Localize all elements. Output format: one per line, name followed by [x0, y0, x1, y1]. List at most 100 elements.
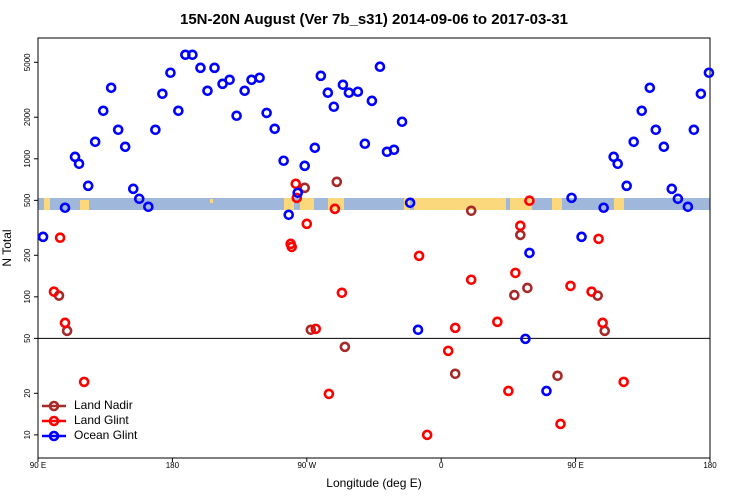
plot-frame — [37, 37, 711, 459]
point — [449, 322, 461, 334]
point — [612, 158, 624, 170]
point — [329, 203, 341, 215]
point — [261, 107, 272, 119]
point — [515, 220, 526, 232]
point — [202, 85, 213, 97]
y-tick-label: 200 — [23, 248, 32, 262]
point — [412, 324, 424, 336]
point — [688, 124, 700, 136]
x-tick-label: 180 — [703, 461, 717, 470]
point — [555, 418, 566, 430]
point — [278, 155, 289, 167]
point — [492, 316, 503, 328]
point — [672, 193, 684, 205]
y-axis-label: N Total — [0, 229, 14, 266]
point — [339, 341, 351, 353]
point — [209, 62, 220, 74]
y-tick-label: 2000 — [23, 108, 32, 126]
point — [695, 88, 707, 100]
point — [224, 74, 235, 86]
point — [413, 250, 425, 262]
point — [565, 280, 576, 292]
x-tick-label: 180 — [166, 461, 180, 470]
point — [465, 205, 477, 217]
y-tick-label: 10 — [23, 430, 32, 439]
point — [628, 136, 639, 148]
legend-marker — [48, 415, 60, 427]
point — [254, 72, 265, 84]
x-axis-label: Longitude (deg E) — [326, 476, 421, 490]
point — [352, 86, 364, 98]
point — [552, 370, 563, 382]
point — [503, 385, 514, 397]
point — [299, 182, 311, 194]
point — [78, 376, 90, 388]
point — [666, 183, 678, 195]
point — [37, 231, 49, 243]
point — [522, 282, 533, 294]
point — [127, 183, 139, 195]
point — [388, 144, 400, 156]
point — [59, 317, 71, 329]
point — [682, 201, 694, 213]
point — [636, 105, 648, 117]
point — [650, 124, 662, 136]
point — [336, 287, 348, 299]
point — [315, 70, 327, 82]
point — [618, 376, 629, 388]
point — [465, 274, 477, 286]
point — [292, 187, 303, 199]
land-patches — [44, 198, 624, 210]
point — [404, 197, 416, 209]
point — [524, 247, 535, 259]
point — [119, 141, 131, 153]
point — [323, 388, 335, 400]
y-tick-label: 100 — [23, 290, 32, 304]
point — [165, 67, 176, 79]
point — [586, 286, 597, 297]
point — [283, 209, 295, 221]
point — [541, 385, 552, 397]
point — [150, 124, 161, 136]
point — [322, 87, 334, 99]
point — [286, 241, 298, 253]
legend-label: Ocean Glint — [74, 428, 138, 442]
point — [343, 87, 355, 99]
point — [510, 267, 521, 279]
y-tick-label: 20 — [23, 388, 32, 397]
point — [366, 95, 378, 107]
point — [112, 124, 124, 136]
point — [246, 74, 257, 86]
point — [143, 201, 154, 213]
point — [598, 202, 609, 214]
point — [703, 67, 715, 79]
point — [133, 193, 145, 205]
legend-marker — [48, 400, 60, 412]
point — [449, 368, 461, 380]
point — [73, 158, 85, 170]
legend-marker — [48, 430, 60, 442]
legend-label: Land Glint — [74, 413, 129, 427]
legend-label: Land Nadir — [74, 398, 133, 412]
point — [239, 85, 250, 97]
point — [644, 82, 656, 94]
point — [157, 88, 168, 100]
point — [328, 101, 340, 113]
y-tick-label: 5000 — [23, 53, 32, 71]
point — [576, 231, 587, 243]
y-tick-label: 50 — [23, 333, 32, 342]
point — [231, 110, 242, 122]
point — [421, 429, 433, 441]
point — [658, 141, 670, 153]
point — [566, 192, 577, 204]
x-tick-label: 90 E — [30, 461, 46, 470]
point — [105, 82, 117, 94]
point — [524, 195, 535, 207]
point — [359, 138, 371, 150]
point — [195, 62, 206, 74]
point — [310, 323, 322, 335]
point — [396, 116, 408, 128]
point — [597, 317, 608, 329]
point — [442, 345, 454, 357]
